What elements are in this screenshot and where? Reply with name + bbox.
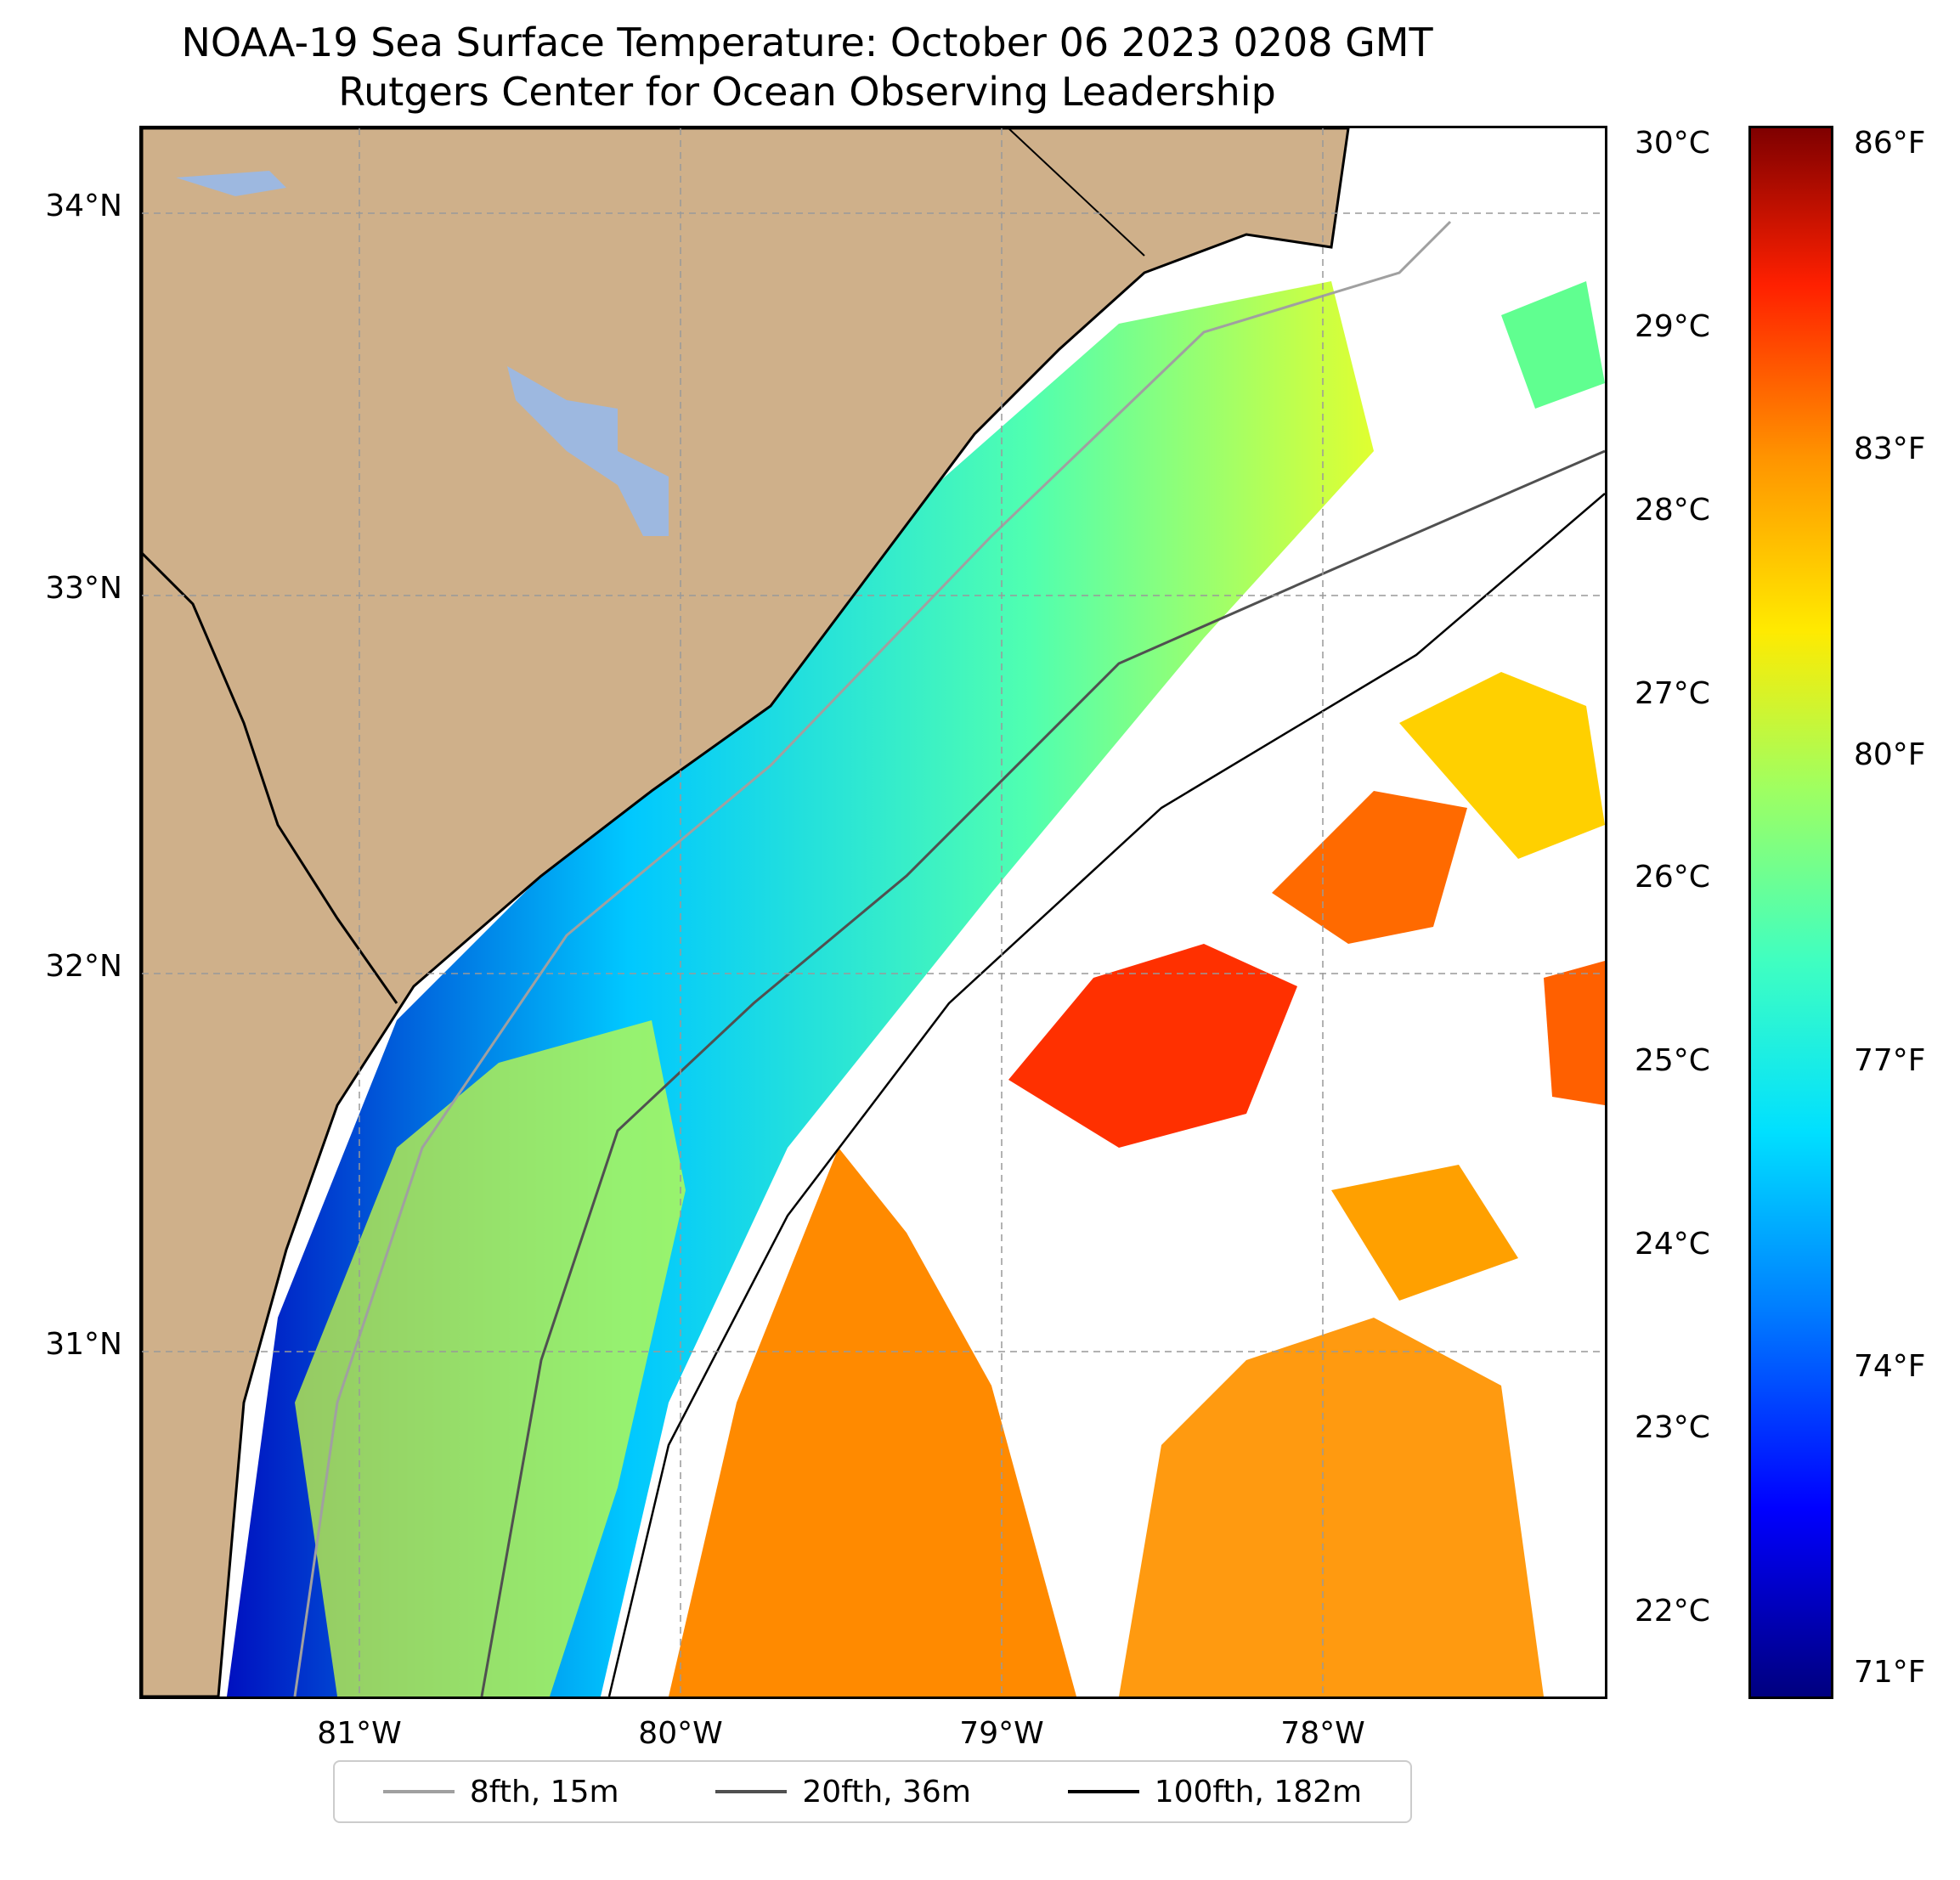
lon-label-79w: 79°W [959,1716,1044,1751]
colorbar-celsius-label: 27°C [1635,676,1710,711]
colorbar-celsius-label: 24°C [1635,1227,1710,1262]
lon-label-78w: 78°W [1280,1716,1365,1751]
legend-item-100fth: 100fth, 182m [1067,1774,1363,1809]
state-border [1008,128,1145,257]
map-title: NOAA-19 Sea Surface Temperature: October… [181,20,1433,65]
lat-label-33n: 33°N [45,571,122,606]
contour-8fth [293,220,1452,1697]
sst-map [139,126,1607,1699]
colorbar-celsius-label: 23°C [1635,1410,1710,1445]
colorbar [1748,126,1833,1699]
lon-label-80w: 80°W [638,1716,723,1751]
legend-line [1067,1790,1139,1793]
lat-label-34n: 34°N [45,189,122,223]
lake [507,366,669,536]
map-subtitle: Rutgers Center for Ocean Observing Leade… [338,69,1276,115]
colorbar-fahrenheit-label: 71°F [1854,1655,1926,1690]
warm-water-patches [669,281,1605,1697]
colorbar-fahrenheit-label: 86°F [1854,126,1926,161]
legend-label: 8fth, 15m [469,1774,619,1809]
colorbar-fahrenheit-label: 77°F [1854,1043,1926,1078]
sst-map-canvas [142,128,1605,1697]
contour-100fth [607,493,1605,1697]
legend-item-20fth: 20fth, 36m [715,1775,971,1809]
legend-line [715,1790,788,1793]
colorbar-fahrenheit-label: 80°F [1854,737,1926,772]
gridlines [142,128,1605,1697]
colorbar-celsius-label: 22°C [1635,1594,1710,1629]
colorbar-celsius-label: 28°C [1635,493,1710,528]
lon-label-81w: 81°W [317,1716,402,1751]
legend-line [382,1790,455,1793]
colorbar-celsius-label: 26°C [1635,860,1710,895]
contour-legend: 8fth, 15m 20fth, 36m 100fth, 182m [333,1760,1412,1823]
colorbar-celsius-label: 25°C [1635,1043,1710,1078]
lat-label-31n: 31°N [45,1327,122,1362]
lake [176,171,286,196]
colorbar-celsius-label: 29°C [1635,309,1710,344]
colorbar-celsius-label: 30°C [1635,126,1710,161]
legend-item-8fth: 8fth, 15m [382,1774,619,1809]
land-area [142,128,1350,1697]
colorbar-fahrenheit-label: 83°F [1854,432,1926,466]
contour-20fth [480,449,1605,1697]
southern-shelf-water [295,1020,686,1697]
legend-label: 100fth, 182m [1154,1774,1363,1809]
colorbar-fahrenheit-label: 74°F [1854,1349,1926,1384]
lat-label-32n: 32°N [45,949,122,984]
legend-label: 20fth, 36m [802,1774,971,1809]
